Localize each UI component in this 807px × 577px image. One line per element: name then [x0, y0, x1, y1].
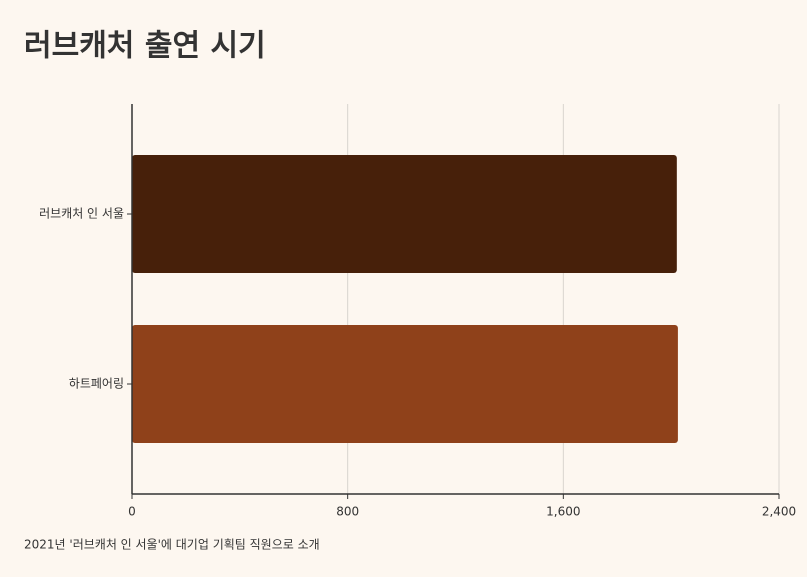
y-tick-label: 러브캐처 인 서울 [39, 207, 124, 221]
chart-title: 러브캐처 출연 시기 [24, 29, 266, 64]
bar [132, 325, 678, 443]
bar [132, 155, 677, 273]
x-tick-label: 1,600 [546, 505, 580, 519]
x-tick-label: 0 [128, 505, 136, 519]
x-tick-label: 800 [336, 505, 359, 519]
x-tick-label: 2,400 [762, 505, 796, 519]
annotation: 2021년 '러브캐처 인 서울'에 대기업 기획팀 직원으로 소개 [24, 538, 320, 552]
y-tick-label: 하트페어링 [69, 377, 124, 391]
